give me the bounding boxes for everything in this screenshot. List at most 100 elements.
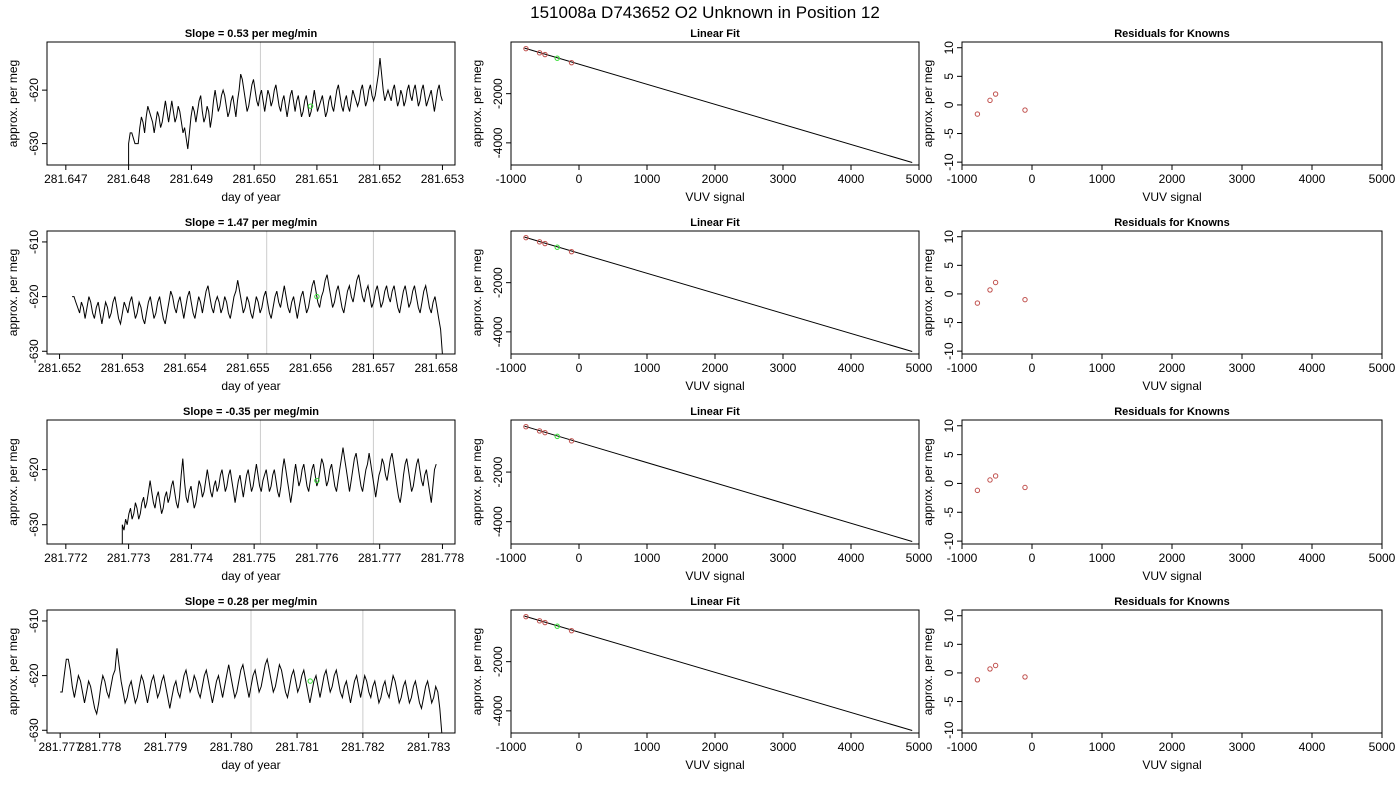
x-axis-title: VUV signal: [685, 190, 744, 204]
x-tick-label: 4000: [838, 551, 865, 565]
y-tick-label: -610: [27, 609, 41, 633]
x-tick-label: 2000: [1159, 551, 1186, 565]
x-tick-label: 5000: [1369, 740, 1396, 754]
known-point: [987, 97, 993, 104]
y-tick-label: 10: [942, 609, 956, 623]
plot-frame: [46, 41, 456, 166]
known-point: [536, 428, 543, 434]
x-tick-label: 2000: [702, 172, 729, 186]
x-tick-label: 281.647: [44, 172, 88, 186]
known-point: [523, 234, 529, 241]
y-axis-title: approx. per meg: [470, 249, 484, 336]
x-tick-label: 281.778: [78, 740, 122, 754]
known-point: [992, 662, 999, 669]
unknown-point: [554, 55, 560, 61]
y-tick-label: -2000: [491, 267, 505, 298]
x-tick-label: 2000: [702, 740, 729, 754]
known-point: [992, 279, 999, 286]
timeseries-panel-1: Slope = 0.53 per meg/min 281.647 281.648 28…: [6, 28, 464, 204]
y-tick-label: -630: [27, 339, 41, 363]
y-tick-label: -630: [27, 512, 41, 536]
x-tick-label: 281.777: [38, 740, 82, 754]
known-point: [523, 613, 529, 620]
y-tick-label: -4000: [491, 127, 505, 158]
unknown-marker: [314, 293, 320, 300]
plot-marks: [128, 57, 443, 165]
x-tick-label: 281.656: [289, 361, 333, 375]
y-axis-title: approx. per meg: [6, 249, 20, 336]
y-axis-title: approx. per meg: [470, 60, 484, 147]
x-tick-label: -1000: [496, 740, 527, 754]
x-tick-label: 4000: [1299, 740, 1326, 754]
y-axis-title: approx. per meg: [921, 438, 935, 525]
known-point: [974, 677, 981, 683]
unknown-marker: [314, 477, 320, 484]
residuals-panel-4: Residuals for Knowns -1000 0 1000 2000 3000 40…: [921, 596, 1396, 772]
x-axis-title: VUV signal: [1142, 758, 1201, 772]
x-tick-label: 1000: [1089, 172, 1116, 186]
y-tick-label: 10: [942, 230, 956, 244]
y-tick-label: 0: [942, 290, 956, 297]
x-tick-label: 3000: [770, 361, 797, 375]
known-point: [542, 51, 548, 58]
y-axis-title: approx. per meg: [921, 249, 935, 336]
x-tick-label: 2000: [702, 551, 729, 565]
known-point: [568, 627, 575, 634]
known-point: [568, 438, 575, 444]
known-point: [992, 91, 999, 97]
x-tick-label: 2000: [1159, 740, 1186, 754]
x-tick-label: 1000: [634, 740, 661, 754]
y-axis-title: approx. per meg: [921, 60, 935, 147]
plot-marks: [523, 45, 913, 164]
x-tick-label: -1000: [947, 172, 978, 186]
x-tick-label: 4000: [1299, 361, 1326, 375]
y-tick-label: -4000: [491, 695, 505, 726]
panels: Slope = 0.53 per meg/min 281.647 281.648 28…: [6, 28, 1396, 772]
linear-fit-panel-2: Linear Fit -1000 0 1000 2000 3000 4000 5000 -400…: [470, 217, 933, 393]
x-tick-label: 281.775: [232, 551, 276, 565]
known-point: [1022, 107, 1028, 113]
linear-fit-panel-1: Linear Fit -1000 0 1000 2000 3000 4000 5000 -400…: [470, 28, 933, 204]
known-point: [974, 111, 981, 117]
x-tick-label: 281.652: [38, 361, 82, 375]
x-tick-label: 1000: [634, 551, 661, 565]
panel-title: Residuals for Knowns: [1114, 217, 1230, 229]
y-tick-label: -2000: [491, 78, 505, 109]
x-tick-label: 5000: [906, 172, 933, 186]
plot-marks: [60, 648, 443, 733]
timeseries-panel-3: Slope = -0.35 per meg/min 281.772 281.773 2…: [6, 406, 464, 583]
x-tick-label: 281.654: [163, 361, 207, 375]
panel-title: Linear Fit: [690, 596, 740, 608]
x-tick-label: 2000: [1159, 172, 1186, 186]
y-tick-label: -610: [27, 230, 41, 254]
x-tick-label: 281.651: [295, 172, 339, 186]
known-point: [568, 248, 575, 255]
y-tick-label: 5: [942, 73, 956, 80]
x-tick-label: 1000: [1089, 740, 1116, 754]
plot-frame: [961, 230, 1383, 355]
plot-frame: [961, 609, 1383, 734]
x-tick-label: 281.648: [107, 172, 151, 186]
x-tick-label: -1000: [496, 551, 527, 565]
y-tick-label: 10: [942, 419, 956, 433]
y-axis-title: approx. per meg: [6, 438, 20, 525]
x-tick-label: 5000: [1369, 172, 1396, 186]
x-tick-label: 1000: [1089, 551, 1116, 565]
y-tick-label: -630: [27, 718, 41, 742]
unknown-marker: [307, 103, 314, 109]
known-point: [536, 50, 543, 56]
x-tick-label: 3000: [1229, 551, 1256, 565]
panel-title: Linear Fit: [690, 406, 740, 418]
x-tick-label: 4000: [838, 740, 865, 754]
x-tick-label: 0: [576, 740, 583, 754]
known-point: [536, 239, 543, 245]
y-tick-label: -4000: [491, 316, 505, 347]
plot-frame: [46, 609, 456, 734]
x-tick-label: 1000: [1089, 361, 1116, 375]
x-axis-title: day of year: [221, 190, 280, 204]
x-axis-title: day of year: [221, 379, 280, 393]
x-tick-label: 3000: [1229, 361, 1256, 375]
y-tick-label: 0: [942, 669, 956, 676]
y-tick-label: 0: [942, 101, 956, 108]
